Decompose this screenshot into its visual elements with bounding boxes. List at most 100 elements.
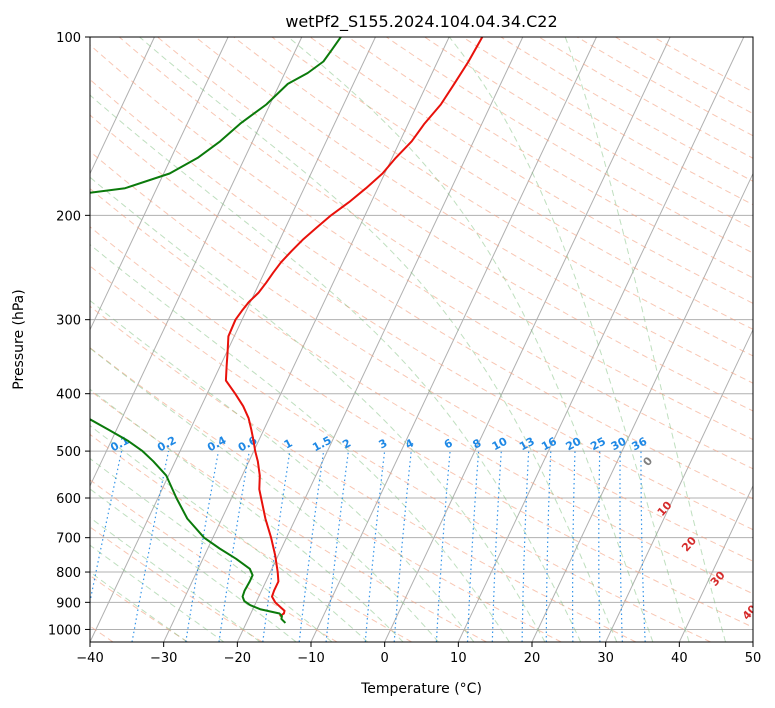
dry-adiabat [90,114,753,531]
isotherm-lines [90,37,753,642]
moist-adiabat [287,37,654,642]
isotherm [90,37,229,331]
dry-adiabat [90,78,753,500]
y-tick-label: 700 [56,532,81,547]
isotherm [310,37,597,642]
mixing-ratio-line [325,451,349,642]
isotherm [90,37,376,642]
x-tick-label: 30 [597,651,614,666]
dewpoint-profile [90,37,342,624]
mixing-ratio-label: 30 [609,435,629,454]
dry-adiabat [90,226,753,628]
x-tick-label: −30 [150,651,177,666]
dry-adiabat [90,150,753,562]
y-tick-label: 200 [56,209,81,224]
isotherm [384,37,671,642]
moist-adiabat [90,94,582,642]
moist-adiabat [90,544,225,642]
mixing-ratio-line [393,451,412,642]
y-tick-label: 900 [56,596,81,611]
y-axis-label: Pressure (hPa) [11,289,27,389]
temperature-profile [224,37,484,618]
mixing-ratio-label: 16 [539,435,559,454]
mixing-ratio-label: 20 [564,435,584,454]
dry-adiabat [195,37,753,384]
mixing-ratio-line [298,451,325,642]
dry-adiabats [90,37,753,642]
mixing-ratio-line [545,451,552,642]
mixing-ratio-line [598,451,601,642]
mixing-ratio-label: 13 [517,435,537,454]
mixing-ratio-label: 36 [630,435,650,454]
y-tick-label: 500 [56,445,81,460]
y-tick-label: 100 [56,31,81,46]
mixing-ratio-line [435,451,451,642]
dry-adiabat [90,187,753,595]
dry-adiabat [90,44,753,470]
mixing-ratio-lines [90,450,646,642]
mixing-ratio-line [90,450,123,605]
y-tick-label: 300 [56,314,81,329]
y-axis-ticks: 100 200 300 400 500 600 700 800 900 1000 [48,31,90,638]
moist-adiabat [90,571,188,642]
dry-adiabat [462,37,753,206]
dry-adiabat [90,526,263,642]
x-tick-label: −40 [76,651,103,666]
dry-adiabat [90,389,487,642]
mixing-ratio-label: 25 [588,435,608,454]
moist-adiabat [90,176,546,642]
plot-frame [89,36,754,643]
mixing-ratio-line [521,451,530,642]
mixing-ratio-line [572,451,576,642]
dry-adiabat [118,37,753,441]
x-tick-label: 50 [745,651,762,666]
x-tick-label: 0 [381,651,389,666]
moist-adiabat [90,347,439,642]
moist-adiabat [90,457,333,642]
x-axis-ticks: −40 −30 −20 −10 0 10 20 30 40 50 [76,642,761,666]
isobar-grid [90,37,753,630]
isotherm [163,37,450,642]
x-tick-label: 20 [524,651,541,666]
isotherm [678,484,753,642]
dry-adiabat [90,347,562,642]
isotherm [236,37,524,642]
sounding-profiles [90,37,484,624]
moist-adiabats [90,37,726,642]
isotherm [90,37,303,488]
mixing-ratio-label: 10 [490,435,510,454]
x-tick-label: −10 [297,651,324,666]
y-tick-label: 800 [56,566,81,581]
isotherm [90,37,155,175]
mixing-ratio-line [491,451,502,642]
mixing-ratio-line [466,451,480,642]
x-tick-label: −20 [224,651,251,666]
y-tick-label: 600 [56,492,81,507]
x-tick-label: 40 [671,651,688,666]
isotherm [605,328,753,642]
chart-title: wetPf2_S155.2024.104.04.34.C22 [285,12,557,32]
moist-adiabat [448,37,690,642]
dry-adiabat [538,37,753,159]
y-tick-label: 400 [56,388,81,403]
moist-adiabat [90,388,404,642]
mixing-ratio-line [640,451,646,642]
y-tick-label: 1000 [48,623,81,638]
mixing-ratio-line [185,450,219,642]
dry-adiabat [500,37,753,182]
mixing-ratio-line [619,451,623,642]
mixing-ratio-line [364,451,386,642]
isotherm [531,172,753,642]
moist-adiabat [564,37,726,642]
moist-adiabat [90,243,510,642]
mixing-ratio-line [218,450,250,642]
dry-adiabat [90,265,711,642]
isotherm [457,37,745,642]
x-tick-label: 10 [450,651,467,666]
mixing-ratio-line [131,450,170,642]
x-axis-label: Temperature (°C) [360,681,482,697]
dry-adiabat [157,37,753,412]
moist-adiabat [139,37,618,642]
